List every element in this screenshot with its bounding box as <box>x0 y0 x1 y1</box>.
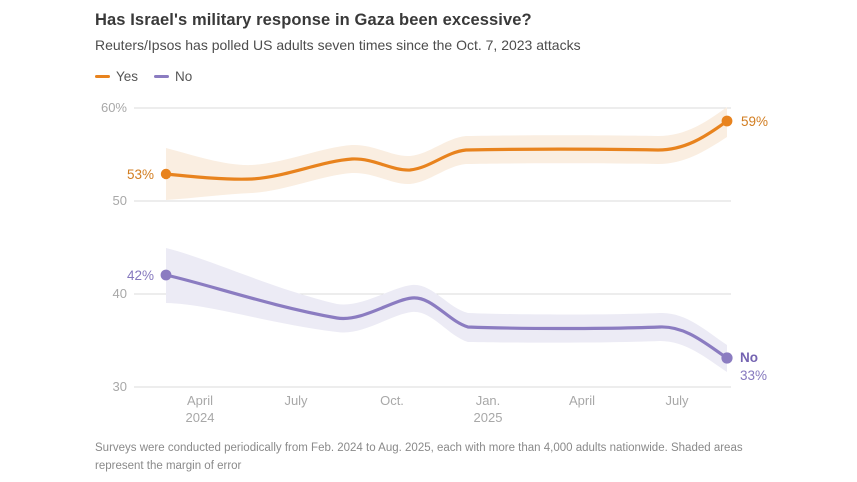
source-note: Surveys were conducted periodically from… <box>95 442 743 472</box>
legend-item-yes: Yes <box>95 69 138 84</box>
yes-start-dot <box>160 168 172 180</box>
yes-start-label: 53% <box>127 167 154 182</box>
y-tick-40: 40 <box>113 286 127 301</box>
no-line <box>164 273 729 360</box>
x-tick-jul25: July <box>665 393 689 408</box>
no-start-label: 42% <box>127 268 154 283</box>
yes-error-band <box>166 107 727 200</box>
y-tick-50: 50 <box>113 193 127 208</box>
x-tick-apr24-year: 2024 <box>186 410 215 425</box>
x-tick-jan25-year: 2025 <box>474 410 503 425</box>
x-tick-apr24: April <box>187 393 213 408</box>
legend-label-no: No <box>175 69 193 84</box>
no-end-value-label: 33% <box>740 368 767 383</box>
yes-line-swatch-icon <box>95 74 110 79</box>
x-tick-jul24: July <box>284 393 308 408</box>
x-tick-apr25: April <box>569 393 595 408</box>
chart-subtitle: Reuters/Ipsos has polled US adults seven… <box>95 37 581 53</box>
no-error-band <box>166 248 727 372</box>
no-end-dot <box>721 352 733 364</box>
no-end-name-label: No <box>740 350 758 365</box>
chart-legend: Yes No <box>95 69 192 84</box>
legend-item-no: No <box>154 69 192 84</box>
y-tick-60: 60% <box>101 100 127 115</box>
x-tick-oct24: Oct. <box>380 393 404 408</box>
yes-end-label: 59% <box>741 114 768 129</box>
no-start-dot <box>160 269 172 281</box>
yes-end-dot <box>721 115 733 127</box>
yes-line <box>164 119 729 181</box>
legend-label-yes: Yes <box>116 69 139 84</box>
no-line-swatch-icon <box>154 74 170 79</box>
y-tick-30: 30 <box>113 379 127 394</box>
x-tick-jan25: Jan. <box>476 393 501 408</box>
page-title: Has Israel's military response in Gaza b… <box>95 11 532 29</box>
